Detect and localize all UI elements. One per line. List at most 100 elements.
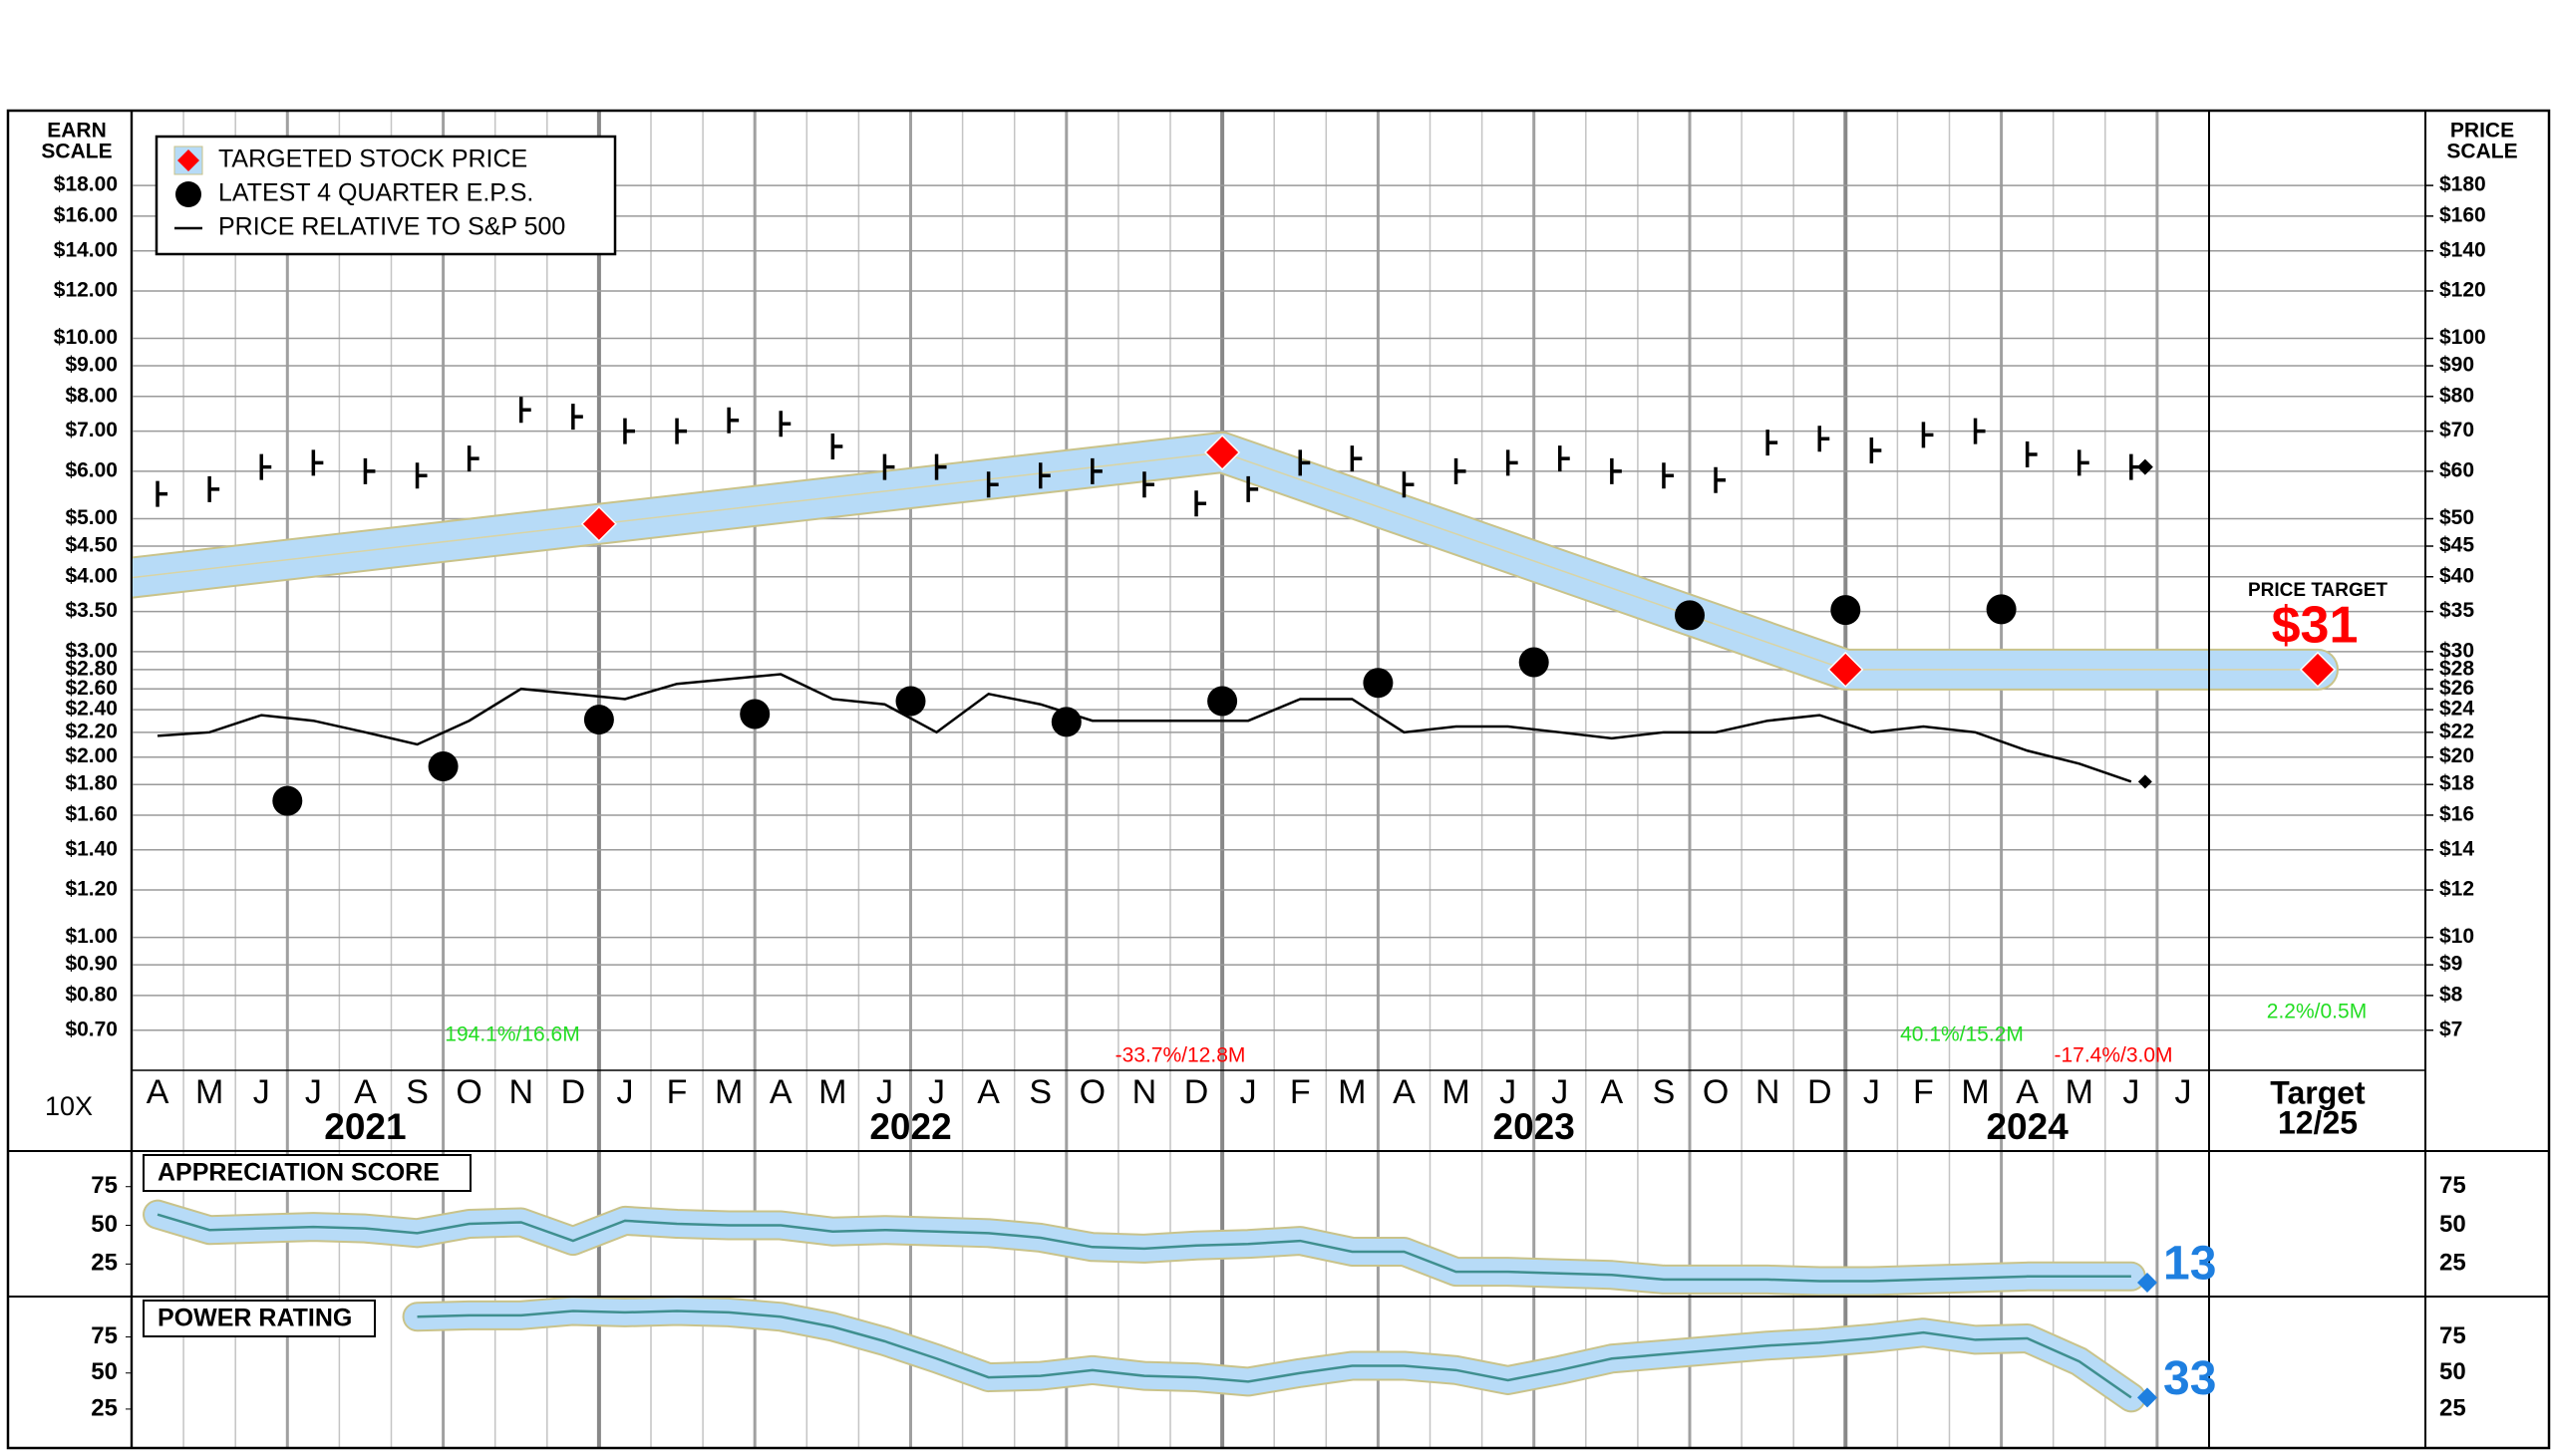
eps-dot <box>583 705 614 735</box>
x-tick-label: A <box>1601 1073 1624 1111</box>
y2-tick-label: $22 <box>2439 720 2474 742</box>
price-bar <box>259 453 272 480</box>
x-tick-label: M <box>195 1073 223 1111</box>
price-bar <box>467 445 479 472</box>
year-label: 2023 <box>1493 1106 1575 1147</box>
price-bar <box>1298 449 1311 476</box>
eps-dot <box>895 686 926 717</box>
price-bar <box>1039 462 1051 489</box>
labels: $18.00 $16.00 $14.00 $12.00 $10.00 $9.00 $8.00… <box>41 120 2517 1422</box>
price-bar <box>571 404 583 431</box>
x-tick-label: O <box>456 1073 481 1111</box>
x-tick-label: N <box>1132 1073 1157 1111</box>
y-tick-label: $16.00 <box>54 203 118 226</box>
y2-axis-label: SCALE <box>2446 141 2517 163</box>
score-marker <box>2137 1273 2157 1294</box>
legend-box <box>155 135 617 256</box>
price-bar <box>830 434 843 460</box>
price-bar <box>1610 457 1622 484</box>
score-line <box>157 1213 2131 1283</box>
x-tick-label: D <box>561 1073 586 1111</box>
eps-dot <box>1830 595 1861 626</box>
y-tick-label: $8.00 <box>65 384 118 407</box>
last-marker <box>2137 774 2152 789</box>
x-tick-label: F <box>1913 1073 1934 1111</box>
y-tick-label: $1.00 <box>65 925 118 948</box>
y2-tick-label: $18 <box>2439 772 2474 795</box>
price-bar <box>779 411 792 437</box>
y2-tick-label: $180 <box>2439 173 2486 196</box>
panel-title-box <box>143 1154 472 1192</box>
annotation: 40.1%/15.2M <box>1900 1023 2024 1046</box>
legend-symbol <box>175 181 201 207</box>
y2-tick-label: $8 <box>2439 983 2463 1006</box>
x-tick-label: S <box>1653 1073 1676 1111</box>
y-axis-label: SCALE <box>41 141 112 163</box>
y-tick-label: $1.60 <box>65 802 118 825</box>
target-diamond <box>1827 651 1864 688</box>
x-tick-label: O <box>1080 1073 1106 1111</box>
y2-tick-label: $24 <box>2439 698 2474 721</box>
y2-tick-label: $10 <box>2439 925 2474 948</box>
x-tick-label: M <box>1441 1073 1469 1111</box>
x-tick-label: J <box>1240 1073 1257 1111</box>
y-tick-label: $1.20 <box>65 878 118 901</box>
legend-label: LATEST 4 QUARTER E.P.S. <box>218 179 533 207</box>
legend-symbol <box>177 149 199 171</box>
price-bar <box>1765 430 1778 456</box>
x-tick-label: A <box>147 1073 169 1111</box>
price-bar <box>882 453 895 480</box>
x-tick-label: J <box>1499 1073 1516 1111</box>
score-line <box>417 1310 2132 1399</box>
y2-tick-label: $90 <box>2439 354 2474 377</box>
target-label: 12/25 <box>2278 1104 2358 1140</box>
score-label: 13 <box>2163 1238 2216 1291</box>
y2-tick-label: 50 <box>2439 1211 2466 1238</box>
price-bar <box>1973 418 1986 444</box>
x-tick-label: A <box>2016 1073 2039 1111</box>
grid <box>126 111 2433 1448</box>
y2-tick-label: 50 <box>2439 1358 2466 1385</box>
price-bar <box>363 457 376 484</box>
y-tick-label: $0.70 <box>65 1018 118 1040</box>
price-bar <box>986 471 999 498</box>
price-bar <box>311 449 324 476</box>
price-bar <box>1246 475 1259 502</box>
x-tick-label: A <box>354 1073 377 1111</box>
x-tick-label: J <box>253 1073 270 1111</box>
price-bar <box>156 480 168 507</box>
y-tick-label: $2.20 <box>65 720 118 742</box>
x-tick-label: J <box>2174 1073 2191 1111</box>
x-tick-label: M <box>818 1073 846 1111</box>
eps-dot <box>1363 668 1394 699</box>
y-tick-label: $12.00 <box>54 278 118 301</box>
score-marker <box>2137 1387 2157 1408</box>
price-bar <box>2025 441 2038 468</box>
y-axis-label: EARN <box>47 120 107 143</box>
y-tick-label: 25 <box>91 1394 118 1421</box>
y2-tick-label: $26 <box>2439 677 2474 700</box>
x-tick-label: S <box>1029 1073 1052 1111</box>
y2-tick-label: $30 <box>2439 639 2474 662</box>
price-bar <box>934 453 947 480</box>
y2-tick-label: $16 <box>2439 802 2474 825</box>
price-bar <box>1505 449 1518 476</box>
annotation: -33.7%/12.8M <box>1116 1044 1246 1067</box>
y2-tick-label: 75 <box>2439 1322 2466 1349</box>
x-tick-label: N <box>1755 1073 1780 1111</box>
eps-dot <box>1986 594 2017 625</box>
panel-title-box <box>143 1300 376 1337</box>
x-tick-label: M <box>715 1073 743 1111</box>
price-bar <box>623 418 635 444</box>
eps-dot <box>272 785 303 816</box>
x-tick-label: M <box>1338 1073 1366 1111</box>
price-target-title: PRICE TARGET <box>2248 580 2388 601</box>
y2-tick-label: $35 <box>2439 599 2474 622</box>
annotation: 2.2%/0.5M <box>2267 1001 2367 1023</box>
x-tick-label: J <box>305 1073 322 1111</box>
price-bar <box>415 462 428 489</box>
y-tick-label: 25 <box>91 1250 118 1277</box>
y2-tick-label: $40 <box>2439 564 2474 587</box>
y2-tick-label: $7 <box>2439 1018 2462 1040</box>
